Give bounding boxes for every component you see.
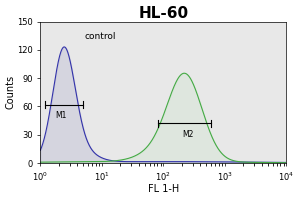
Title: HL-60: HL-60	[138, 6, 188, 21]
Text: M2: M2	[182, 130, 194, 139]
X-axis label: FL 1-H: FL 1-H	[148, 184, 179, 194]
Y-axis label: Counts: Counts	[6, 75, 16, 109]
Text: M1: M1	[56, 111, 67, 120]
Text: control: control	[85, 32, 116, 41]
